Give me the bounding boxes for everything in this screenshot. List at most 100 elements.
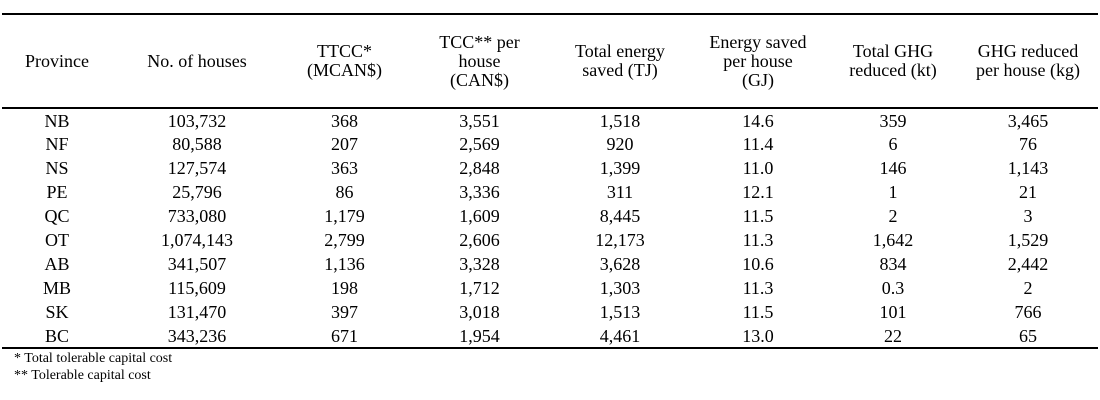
table-row: OT 1,074,143 2,799 2,606 12,173 11.3 1,642 1,52… bbox=[2, 228, 1098, 252]
table-cell: 3,465 bbox=[958, 108, 1098, 132]
table-cell: 1,529 bbox=[958, 228, 1098, 252]
table-cell: 1 bbox=[828, 180, 958, 204]
table-cell: 8,445 bbox=[552, 204, 688, 228]
table-cell: 131,470 bbox=[112, 300, 282, 324]
table-cell: 363 bbox=[282, 156, 407, 180]
table-body: NB 103,732 368 3,551 1,518 14.6 359 3,465 NF 80,5… bbox=[2, 108, 1098, 348]
table-cell: 3,328 bbox=[407, 252, 552, 276]
column-header-total-ghg-reduced: Total GHG reduced (kt) bbox=[828, 14, 958, 108]
table-cell: 13.0 bbox=[688, 324, 828, 348]
table-row: NS 127,574 363 2,848 1,399 11.0 146 1,143 bbox=[2, 156, 1098, 180]
table-cell: 146 bbox=[828, 156, 958, 180]
table-cell: 11.4 bbox=[688, 132, 828, 156]
table-cell: 25,796 bbox=[112, 180, 282, 204]
table-cell: 3,551 bbox=[407, 108, 552, 132]
table-cell: 65 bbox=[958, 324, 1098, 348]
table-cell: 397 bbox=[282, 300, 407, 324]
table-cell: 12,173 bbox=[552, 228, 688, 252]
data-table-container: Province No. of houses TTCC* (MCAN$) TCC*… bbox=[2, 13, 1098, 349]
table-cell: 3 bbox=[958, 204, 1098, 228]
table-cell: 2 bbox=[958, 276, 1098, 300]
table-cell: 80,588 bbox=[112, 132, 282, 156]
footnote-tcc: ** Tolerable capital cost bbox=[14, 367, 172, 384]
table-cell: 834 bbox=[828, 252, 958, 276]
table-row: AB 341,507 1,136 3,328 3,628 10.6 834 2,442 bbox=[2, 252, 1098, 276]
table-cell: 11.5 bbox=[688, 300, 828, 324]
table-cell: 3,336 bbox=[407, 180, 552, 204]
table-cell: 1,642 bbox=[828, 228, 958, 252]
column-header-province: Province bbox=[2, 14, 112, 108]
table-row: MB 115,609 198 1,712 1,303 11.3 0.3 2 bbox=[2, 276, 1098, 300]
table-cell: 766 bbox=[958, 300, 1098, 324]
column-header-total-energy-saved: Total energy saved (TJ) bbox=[552, 14, 688, 108]
table-cell: 1,518 bbox=[552, 108, 688, 132]
table-cell: 2,569 bbox=[407, 132, 552, 156]
table-cell: 1,179 bbox=[282, 204, 407, 228]
column-header-ghg-reduced-per-house: GHG reduced per house (kg) bbox=[958, 14, 1098, 108]
table-cell: 12.1 bbox=[688, 180, 828, 204]
table-cell: 11.0 bbox=[688, 156, 828, 180]
column-header-ttcc: TTCC* (MCAN$) bbox=[282, 14, 407, 108]
table-cell: 76 bbox=[958, 132, 1098, 156]
column-header-energy-saved-per-house: Energy saved per house (GJ) bbox=[688, 14, 828, 108]
table-cell: 1,143 bbox=[958, 156, 1098, 180]
table-cell: 343,236 bbox=[112, 324, 282, 348]
table-row: NB 103,732 368 3,551 1,518 14.6 359 3,465 bbox=[2, 108, 1098, 132]
column-header-houses: No. of houses bbox=[112, 14, 282, 108]
table-cell: 11.5 bbox=[688, 204, 828, 228]
table-cell: 2,848 bbox=[407, 156, 552, 180]
table-cell: 198 bbox=[282, 276, 407, 300]
table-cell: 2,442 bbox=[958, 252, 1098, 276]
table-cell: 6 bbox=[828, 132, 958, 156]
footnote-ttcc: * Total tolerable capital cost bbox=[14, 350, 172, 367]
table-cell: PE bbox=[2, 180, 112, 204]
table-cell: 207 bbox=[282, 132, 407, 156]
table-cell: 920 bbox=[552, 132, 688, 156]
table-cell: 671 bbox=[282, 324, 407, 348]
table-cell: 4,461 bbox=[552, 324, 688, 348]
table-row: PE 25,796 86 3,336 311 12.1 1 21 bbox=[2, 180, 1098, 204]
table-cell: 368 bbox=[282, 108, 407, 132]
table-row: NF 80,588 207 2,569 920 11.4 6 76 bbox=[2, 132, 1098, 156]
table-cell: 3,628 bbox=[552, 252, 688, 276]
table-cell: NS bbox=[2, 156, 112, 180]
table-cell: AB bbox=[2, 252, 112, 276]
table-cell: 14.6 bbox=[688, 108, 828, 132]
table-row: BC 343,236 671 1,954 4,461 13.0 22 65 bbox=[2, 324, 1098, 348]
table-cell: NB bbox=[2, 108, 112, 132]
table-cell: 22 bbox=[828, 324, 958, 348]
footnotes: * Total tolerable capital cost ** Tolera… bbox=[14, 350, 172, 384]
table-row: QC 733,080 1,179 1,609 8,445 11.5 2 3 bbox=[2, 204, 1098, 228]
table-cell: 1,513 bbox=[552, 300, 688, 324]
table-cell: 1,303 bbox=[552, 276, 688, 300]
table-cell: 1,609 bbox=[407, 204, 552, 228]
table-cell: 103,732 bbox=[112, 108, 282, 132]
table-cell: 733,080 bbox=[112, 204, 282, 228]
table-cell: 11.3 bbox=[688, 276, 828, 300]
table-cell: NF bbox=[2, 132, 112, 156]
table-cell: QC bbox=[2, 204, 112, 228]
table-cell: 86 bbox=[282, 180, 407, 204]
table-cell: 2,606 bbox=[407, 228, 552, 252]
table-cell: 1,136 bbox=[282, 252, 407, 276]
column-header-tcc-per-house: TCC** per house (CAN$) bbox=[407, 14, 552, 108]
table-cell: 341,507 bbox=[112, 252, 282, 276]
table-cell: BC bbox=[2, 324, 112, 348]
table-row: SK 131,470 397 3,018 1,513 11.5 101 766 bbox=[2, 300, 1098, 324]
table-cell: 1,074,143 bbox=[112, 228, 282, 252]
province-energy-table: Province No. of houses TTCC* (MCAN$) TCC*… bbox=[2, 13, 1098, 349]
table-cell: 1,954 bbox=[407, 324, 552, 348]
table-cell: 1,712 bbox=[407, 276, 552, 300]
table-cell: 127,574 bbox=[112, 156, 282, 180]
table-cell: 10.6 bbox=[688, 252, 828, 276]
table-cell: 2 bbox=[828, 204, 958, 228]
table-cell: 3,018 bbox=[407, 300, 552, 324]
table-cell: 359 bbox=[828, 108, 958, 132]
table-cell: OT bbox=[2, 228, 112, 252]
table-cell: 0.3 bbox=[828, 276, 958, 300]
table-cell: 101 bbox=[828, 300, 958, 324]
table-cell: 311 bbox=[552, 180, 688, 204]
table-cell: 11.3 bbox=[688, 228, 828, 252]
table-cell: 21 bbox=[958, 180, 1098, 204]
table-cell: SK bbox=[2, 300, 112, 324]
